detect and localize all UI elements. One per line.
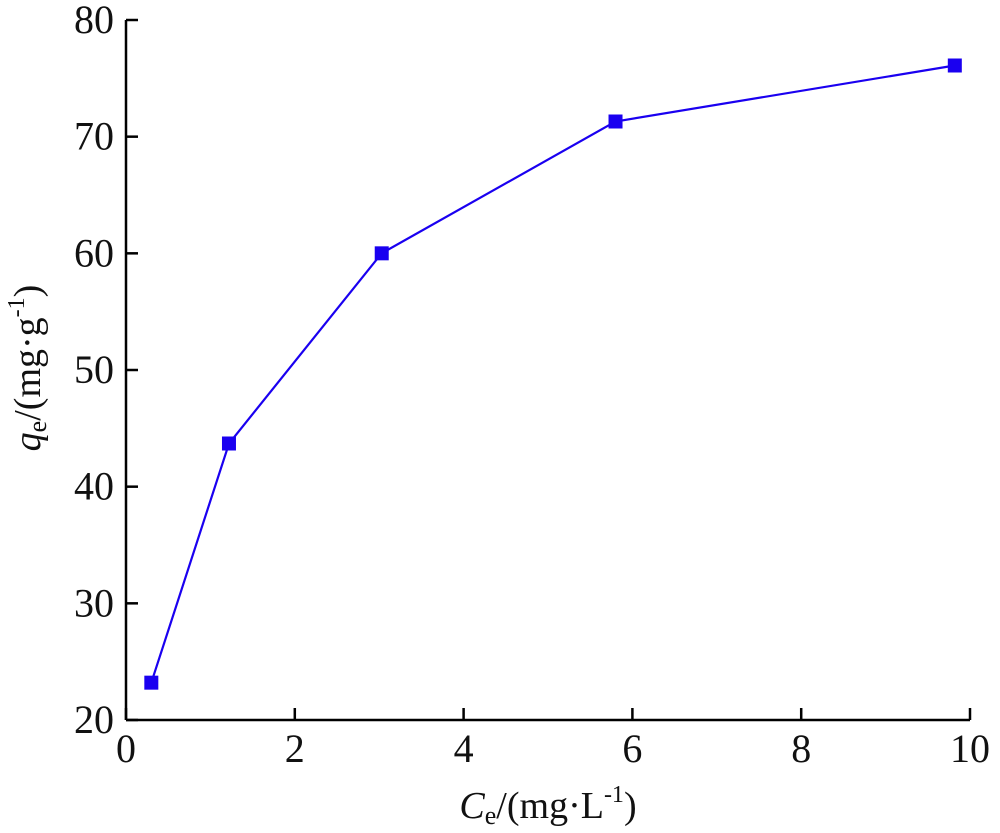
x-axis-title: Ce/(mg·L-1) [459,782,636,830]
x-tick-label: 10 [950,726,990,771]
y-tick-label: 70 [74,114,114,159]
x-axis-unit-superscript: -1 [604,782,624,808]
y-axis-unit-open: /(mg·g [7,317,49,420]
data-point-marker [221,436,236,451]
x-ticks: 0 2 4 6 8 10 [116,708,990,771]
y-axis-subscript: e [23,421,52,433]
y-tick-label: 40 [74,464,114,509]
y-tick-label: 30 [74,580,114,625]
y-ticks: 20 30 40 50 60 70 80 [74,0,138,742]
x-tick-label: 8 [791,726,811,771]
y-axis-symbol: q [7,432,49,451]
axes [124,20,970,722]
y-tick-label: 50 [74,347,114,392]
y-tick-label: 60 [74,230,114,275]
y-tick-label: 80 [74,0,114,42]
x-axis-subscript: e [485,801,497,830]
series-line [150,64,955,684]
y-tick-label: 20 [74,697,114,742]
x-axis-unit-open: /(mg·L [496,785,604,827]
x-tick-label: 0 [116,726,136,771]
series-layer [144,58,962,690]
x-axis-unit-close: ) [624,785,637,827]
x-axis-symbol: C [459,785,485,827]
data-point-marker [374,246,389,261]
data-point-marker [608,114,623,129]
y-axis-unit-superscript: -1 [4,297,30,317]
y-axis-unit-close: ) [7,285,49,298]
data-point-marker [144,675,159,690]
data-point-marker [947,58,962,73]
x-tick-label: 2 [285,726,305,771]
y-axis-title: qe/(mg·g-1) [4,285,52,452]
x-tick-label: 6 [622,726,642,771]
x-tick-label: 4 [454,726,474,771]
